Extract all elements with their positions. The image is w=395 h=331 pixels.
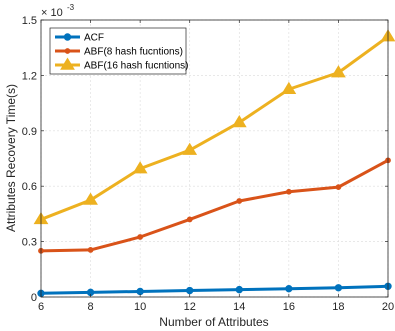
series-line [40,284,389,295]
x-tick-label: 16 [283,301,295,313]
data-point [137,234,144,240]
data-point [334,284,343,292]
data-point [182,142,198,155]
legend-label: ABF(16 hash fucntions) [84,61,189,72]
data-point [285,188,292,195]
y-axis-label: Attributes Recovery Time(s) [4,84,18,232]
data-point [186,286,194,295]
data-point [236,198,243,204]
y-tick-label: 1.2 [22,70,37,82]
data-point [285,284,293,293]
y-tick-label: 0.3 [22,237,37,249]
y-tick-label: 0.6 [22,181,37,193]
x-tick-label: 18 [332,301,344,313]
plot-frame [40,19,389,298]
data-point [335,184,342,191]
y-exponent-power: -3 [67,3,75,12]
y-tick-label: 0.9 [22,126,37,138]
series-line [40,159,389,253]
legend-marker [60,57,75,70]
x-tick-label: 6 [38,301,44,313]
x-tick-label: 10 [134,301,146,313]
series-line [40,35,389,221]
data-point [83,192,98,205]
legend-marker [64,48,71,54]
legend-label: ABF(8 hash fucntions) [84,47,183,58]
data-point [132,161,148,174]
data-point [87,247,94,253]
y-tick-label: 1.5 [22,15,37,27]
data-point [281,81,297,94]
legend-marker [63,33,72,41]
x-tick-label: 20 [382,301,394,313]
legend-label: ACF [84,33,104,44]
y-tick-label: 0 [31,292,37,304]
x-tick-label: 14 [233,301,245,313]
data-point [231,115,247,128]
x-tick-label: 12 [184,301,196,313]
data-point [235,285,243,294]
data-point [186,216,193,223]
y-axis-exponent: × 10 -3 [41,3,75,19]
data-point [136,287,144,296]
legend: ACF ABF(8 hash fucntions) ABF(16 hash fucn… [49,27,189,75]
x-axis-label: Number of Attributes [159,315,268,329]
x-tick-label: 8 [88,301,94,313]
y-exponent-base: × 10 [41,7,63,19]
ticks: 6 8 10 12 14 16 18 20 0 0.3 0.6 0.9 1.2 1.5 [22,15,394,313]
data-point [331,65,346,78]
